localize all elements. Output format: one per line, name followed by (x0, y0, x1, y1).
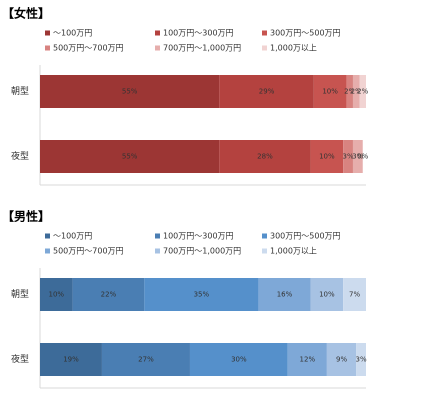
bar-segment (356, 343, 366, 376)
value-label: 19% (63, 356, 79, 364)
legend-swatch (45, 45, 50, 51)
chart-title: 【女性】 (2, 6, 50, 21)
chart-title: 【男性】 (2, 209, 50, 224)
legend-swatch (155, 248, 160, 254)
value-label: 55% (122, 88, 138, 96)
value-label: 9% (336, 356, 347, 364)
legend-swatch (45, 248, 50, 254)
value-label: 0% (357, 153, 368, 161)
legend-label: ～100万円 (53, 29, 92, 38)
bar-segment (343, 278, 366, 311)
legend-label: 700万円～1,000万円 (163, 44, 241, 53)
bar-segment (40, 75, 220, 108)
legend-swatch (155, 30, 160, 36)
legend-label: 1,000万以上 (270, 247, 317, 256)
legend-label: 700万円～1,000万円 (163, 247, 241, 256)
legend-label: 100万円～300万円 (163, 232, 234, 241)
bar-segment (189, 343, 288, 376)
value-label: 30% (231, 356, 247, 364)
legend-label: 300万円～500万円 (270, 232, 341, 241)
bar-segment (219, 140, 311, 173)
category-label: 朝型 (11, 86, 29, 97)
legend-label: 100万円～300万円 (163, 29, 234, 38)
value-label: 22% (101, 291, 117, 299)
value-label: 29% (259, 88, 275, 96)
category-label: 夜型 (11, 150, 29, 162)
value-label: 3% (356, 356, 367, 364)
category-label: 朝型 (11, 289, 29, 300)
legend-swatch (45, 233, 50, 239)
legend-swatch (155, 233, 160, 239)
bar-segment (310, 278, 344, 311)
legend-label: 1,000万以上 (270, 44, 317, 53)
value-label: 16% (277, 291, 293, 299)
legend-label: 500万円～700万円 (53, 247, 124, 256)
bar-segment (359, 75, 366, 108)
bar-segment (219, 75, 314, 108)
value-label: 35% (194, 291, 210, 299)
bar-segment (352, 140, 363, 173)
legend-swatch (45, 30, 50, 36)
value-label: 12% (300, 356, 316, 364)
legend-swatch (262, 45, 267, 51)
value-label: 10% (319, 153, 335, 161)
value-label: 3% (343, 153, 354, 161)
legend-label: 500万円～700万円 (53, 44, 124, 53)
bar-segment (40, 140, 220, 173)
bar-segment (40, 278, 73, 311)
value-label: 10% (49, 291, 65, 299)
value-label: 10% (319, 291, 335, 299)
category-label: 夜型 (11, 353, 29, 365)
legend-label: ～100万円 (53, 232, 92, 241)
bar-segment (101, 343, 190, 376)
bar-segment (352, 75, 360, 108)
bar-segment (72, 278, 145, 311)
value-label: 7% (349, 291, 360, 299)
value-label: 3% (352, 153, 363, 161)
value-label: 10% (322, 88, 338, 96)
legend-swatch (155, 45, 160, 51)
legend-swatch (262, 248, 267, 254)
bar-segment (287, 343, 327, 376)
bar-segment (346, 75, 353, 108)
bar-segment (144, 278, 259, 311)
value-label: 2% (357, 88, 368, 96)
bar-segment (310, 140, 344, 173)
bar-segment (258, 278, 311, 311)
legend-label: 300万円～500万円 (270, 29, 341, 38)
value-label: 2% (351, 88, 362, 96)
bar-segment (343, 140, 353, 173)
legend-swatch (262, 30, 267, 36)
value-label: 55% (122, 153, 138, 161)
legend-swatch (262, 233, 267, 239)
value-label: 27% (138, 356, 154, 364)
bar-segment (326, 343, 357, 376)
value-label: 28% (257, 153, 273, 161)
bar-segment (40, 343, 102, 376)
value-label: 2% (344, 88, 355, 96)
bar-segment (313, 75, 347, 108)
